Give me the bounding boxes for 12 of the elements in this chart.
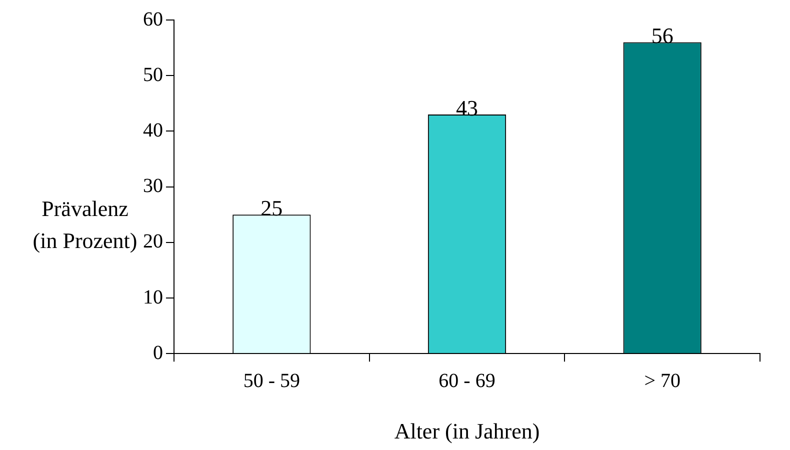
y-tick-label: 50: [143, 64, 163, 86]
x-tick-label: > 70: [644, 370, 680, 392]
y-tick-label: 40: [143, 119, 163, 142]
y-tick-label: 30: [143, 175, 163, 198]
x-axis-title: Alter (in Jahren): [394, 418, 540, 444]
y-tick-label: 20: [143, 230, 163, 253]
y-tick-label: 10: [143, 286, 163, 308]
x-tick-label: 60 - 69: [438, 370, 496, 392]
y-axis-title: Prävalenz (in Prozent): [32, 195, 138, 255]
y-tick-label: 0: [153, 342, 163, 364]
y-tick-label: 60: [143, 8, 163, 30]
x-tick-label: 50 - 59: [243, 370, 300, 392]
